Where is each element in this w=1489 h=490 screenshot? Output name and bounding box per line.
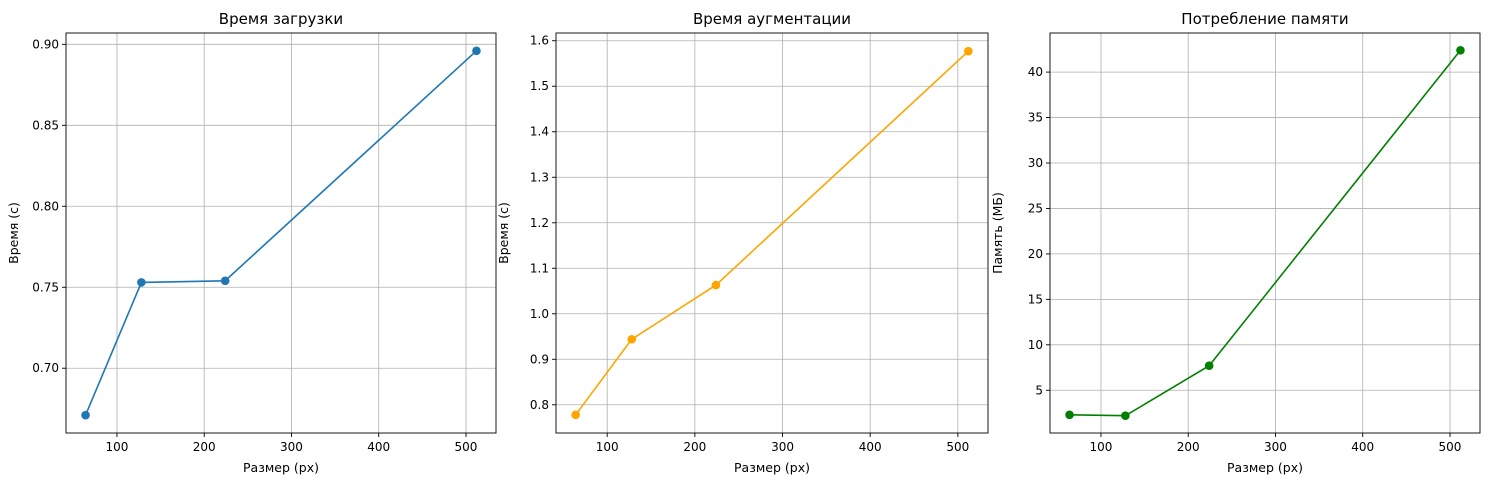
chart-panel-3: 100 200 300 400 500 5 10 15 20 25 30 35 40 Потреблени… (990, 10, 1481, 475)
y-tick-label: 20 (1028, 247, 1043, 261)
data-point (571, 410, 580, 420)
x-tick-label: 200 (1177, 440, 1200, 454)
x-axis-label: Размер (px) (734, 460, 810, 475)
chart-title: Время аугментации (693, 10, 851, 28)
y-tick-label: 15 (1028, 292, 1043, 306)
chart-panel-2: 100 200 300 400 500 0.8 0.9 1.0 1.1 1.2 1.3 1.4 1.5 1… (496, 10, 989, 475)
y-tick-label: 1.6 (530, 34, 549, 48)
y-tick-label: 0.90 (32, 37, 59, 51)
data-point (1065, 410, 1074, 420)
series-line (574, 50, 969, 416)
x-tick-label: 100 (1090, 440, 1113, 454)
x-tick-label: 300 (771, 440, 794, 454)
x-tick-label: 400 (859, 440, 882, 454)
x-tick-label: 500 (946, 440, 969, 454)
y-tick-label: 10 (1028, 338, 1043, 352)
y-axis-label: Время (с) (496, 202, 511, 264)
y-tick-label: 1.0 (530, 307, 549, 321)
y-tick-label: 1.1 (530, 261, 549, 275)
data-point (627, 334, 637, 344)
y-tick-label: 1.2 (530, 216, 549, 230)
x-tick-label: 100 (106, 440, 129, 454)
data-point (711, 280, 721, 290)
y-tick-label: 0.8 (530, 398, 549, 412)
y-tick-label: 40 (1028, 65, 1043, 79)
y-tick-label: 0.85 (32, 118, 59, 132)
x-tick-label: 400 (1351, 440, 1374, 454)
data-point (137, 278, 146, 287)
x-axis-label: Размер (px) (243, 460, 319, 475)
plot-frame (65, 32, 497, 434)
series-line (84, 50, 477, 416)
data-point (964, 46, 973, 56)
data-point (220, 276, 230, 286)
y-axis-label: Время (с) (6, 202, 21, 264)
y-tick-label: 0.80 (32, 199, 59, 213)
chart-title: Потребление памяти (1181, 10, 1348, 28)
chart-title: Время загрузки (219, 10, 343, 28)
data-point (1204, 361, 1214, 371)
y-tick-label: 1.5 (530, 79, 549, 93)
data-point (472, 46, 481, 56)
y-tick-label: 0.70 (32, 361, 59, 375)
data-point (1121, 411, 1130, 421)
data-point (81, 410, 90, 420)
series-line (1069, 49, 1462, 417)
y-tick-label: 25 (1028, 201, 1043, 215)
x-tick-label: 300 (1264, 440, 1287, 454)
y-tick-label: 1.3 (530, 170, 549, 184)
x-tick-label: 200 (193, 440, 216, 454)
y-tick-label: 30 (1028, 156, 1043, 170)
x-tick-label: 500 (455, 440, 478, 454)
chart-panel-1: 100 200 300 400 500 0.70 0.75 0.80 0.85 0.90 Время… (6, 10, 497, 475)
y-tick-label: 0.75 (32, 280, 59, 294)
x-tick-label: 100 (596, 440, 619, 454)
y-tick-label: 0.9 (530, 352, 549, 366)
x-tick-label: 500 (1439, 440, 1462, 454)
plot-frame (1049, 32, 1481, 434)
x-axis-label: Размер (px) (1227, 460, 1303, 475)
plot-frame (555, 32, 989, 434)
x-tick-label: 400 (367, 440, 390, 454)
y-tick-label: 5 (1035, 383, 1043, 397)
y-axis-label: Память (МБ) (990, 192, 1005, 274)
y-tick-label: 1.4 (530, 125, 549, 139)
y-tick-label: 35 (1028, 111, 1043, 125)
x-tick-label: 200 (683, 440, 706, 454)
x-tick-label: 300 (280, 440, 303, 454)
data-point (1456, 45, 1465, 55)
